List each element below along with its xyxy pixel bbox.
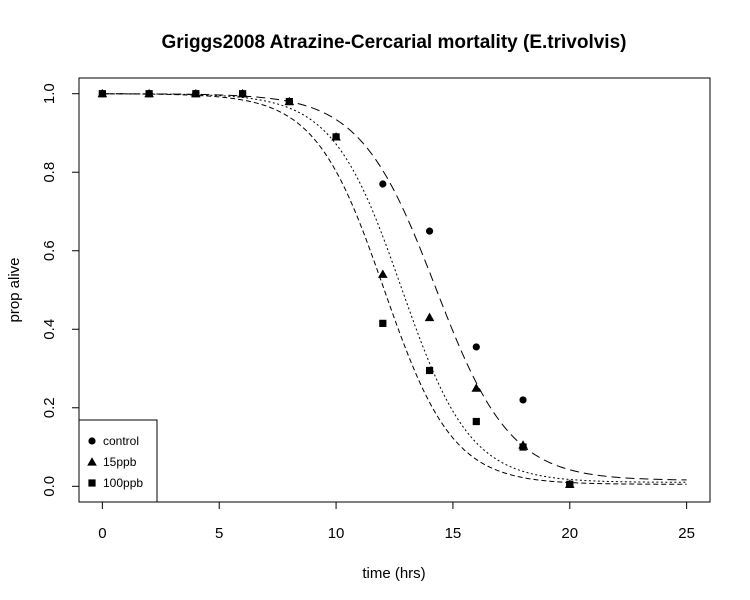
x-tick-label: 0 [98,525,106,542]
point-100ppb [519,443,527,451]
fit-curve-control [102,93,687,481]
x-tick-label: 20 [561,525,578,542]
fit-curves [102,93,687,485]
point-100ppb [238,90,247,98]
point-100ppb [98,90,106,98]
point-100ppb [566,480,574,488]
y-tick-label: 0.8 [41,162,58,183]
chart-title: Griggs2008 Atrazine-Cercarial mortality … [162,32,627,53]
fit-curve-15ppb [102,93,687,483]
y-axis-label: prop alive [6,257,23,322]
point-15ppb [378,269,388,278]
y-tick-label: 0.0 [41,476,58,497]
legend-label-15ppb: 15ppb [103,455,137,469]
point-control [519,396,527,404]
y-tick-label: 1.0 [41,83,58,104]
x-tick-label: 5 [215,525,223,542]
legend-marker-control [88,437,96,445]
legend-label-control: control [103,434,139,448]
point-100ppb [192,90,200,98]
x-tick-label: 10 [328,525,345,542]
point-control [425,227,434,235]
point-100ppb [332,133,340,141]
point-100ppb [145,90,153,98]
data-points [97,88,575,488]
y-tick-label: 0.2 [41,397,58,418]
fit-curve-100ppb [102,93,687,485]
x-tick-label: 25 [678,525,695,542]
x-tick-label: 15 [445,525,462,542]
x-axis-label: time (hrs) [362,565,425,582]
legend-box [78,419,158,503]
point-100ppb [472,417,480,426]
legend-marker-15ppb [87,457,97,466]
legend-marker-100ppb [88,479,96,487]
legend-label-100ppb: 100ppb [103,476,143,490]
x-axis: 0 5 10 15 20 25 [98,501,695,542]
point-100ppb [285,97,293,106]
point-100ppb [379,319,387,327]
y-axis: 0.0 0.2 0.4 0.6 0.8 1.0 [41,83,80,497]
point-control [379,180,387,188]
y-tick-label: 0.6 [41,240,58,261]
legend: control 15ppb 100ppb [78,419,158,503]
point-15ppb [424,312,435,322]
point-100ppb [425,366,434,375]
plot-box [78,77,711,503]
point-15ppb [471,383,482,392]
y-tick-label: 0.4 [41,319,58,340]
point-control [472,343,480,351]
